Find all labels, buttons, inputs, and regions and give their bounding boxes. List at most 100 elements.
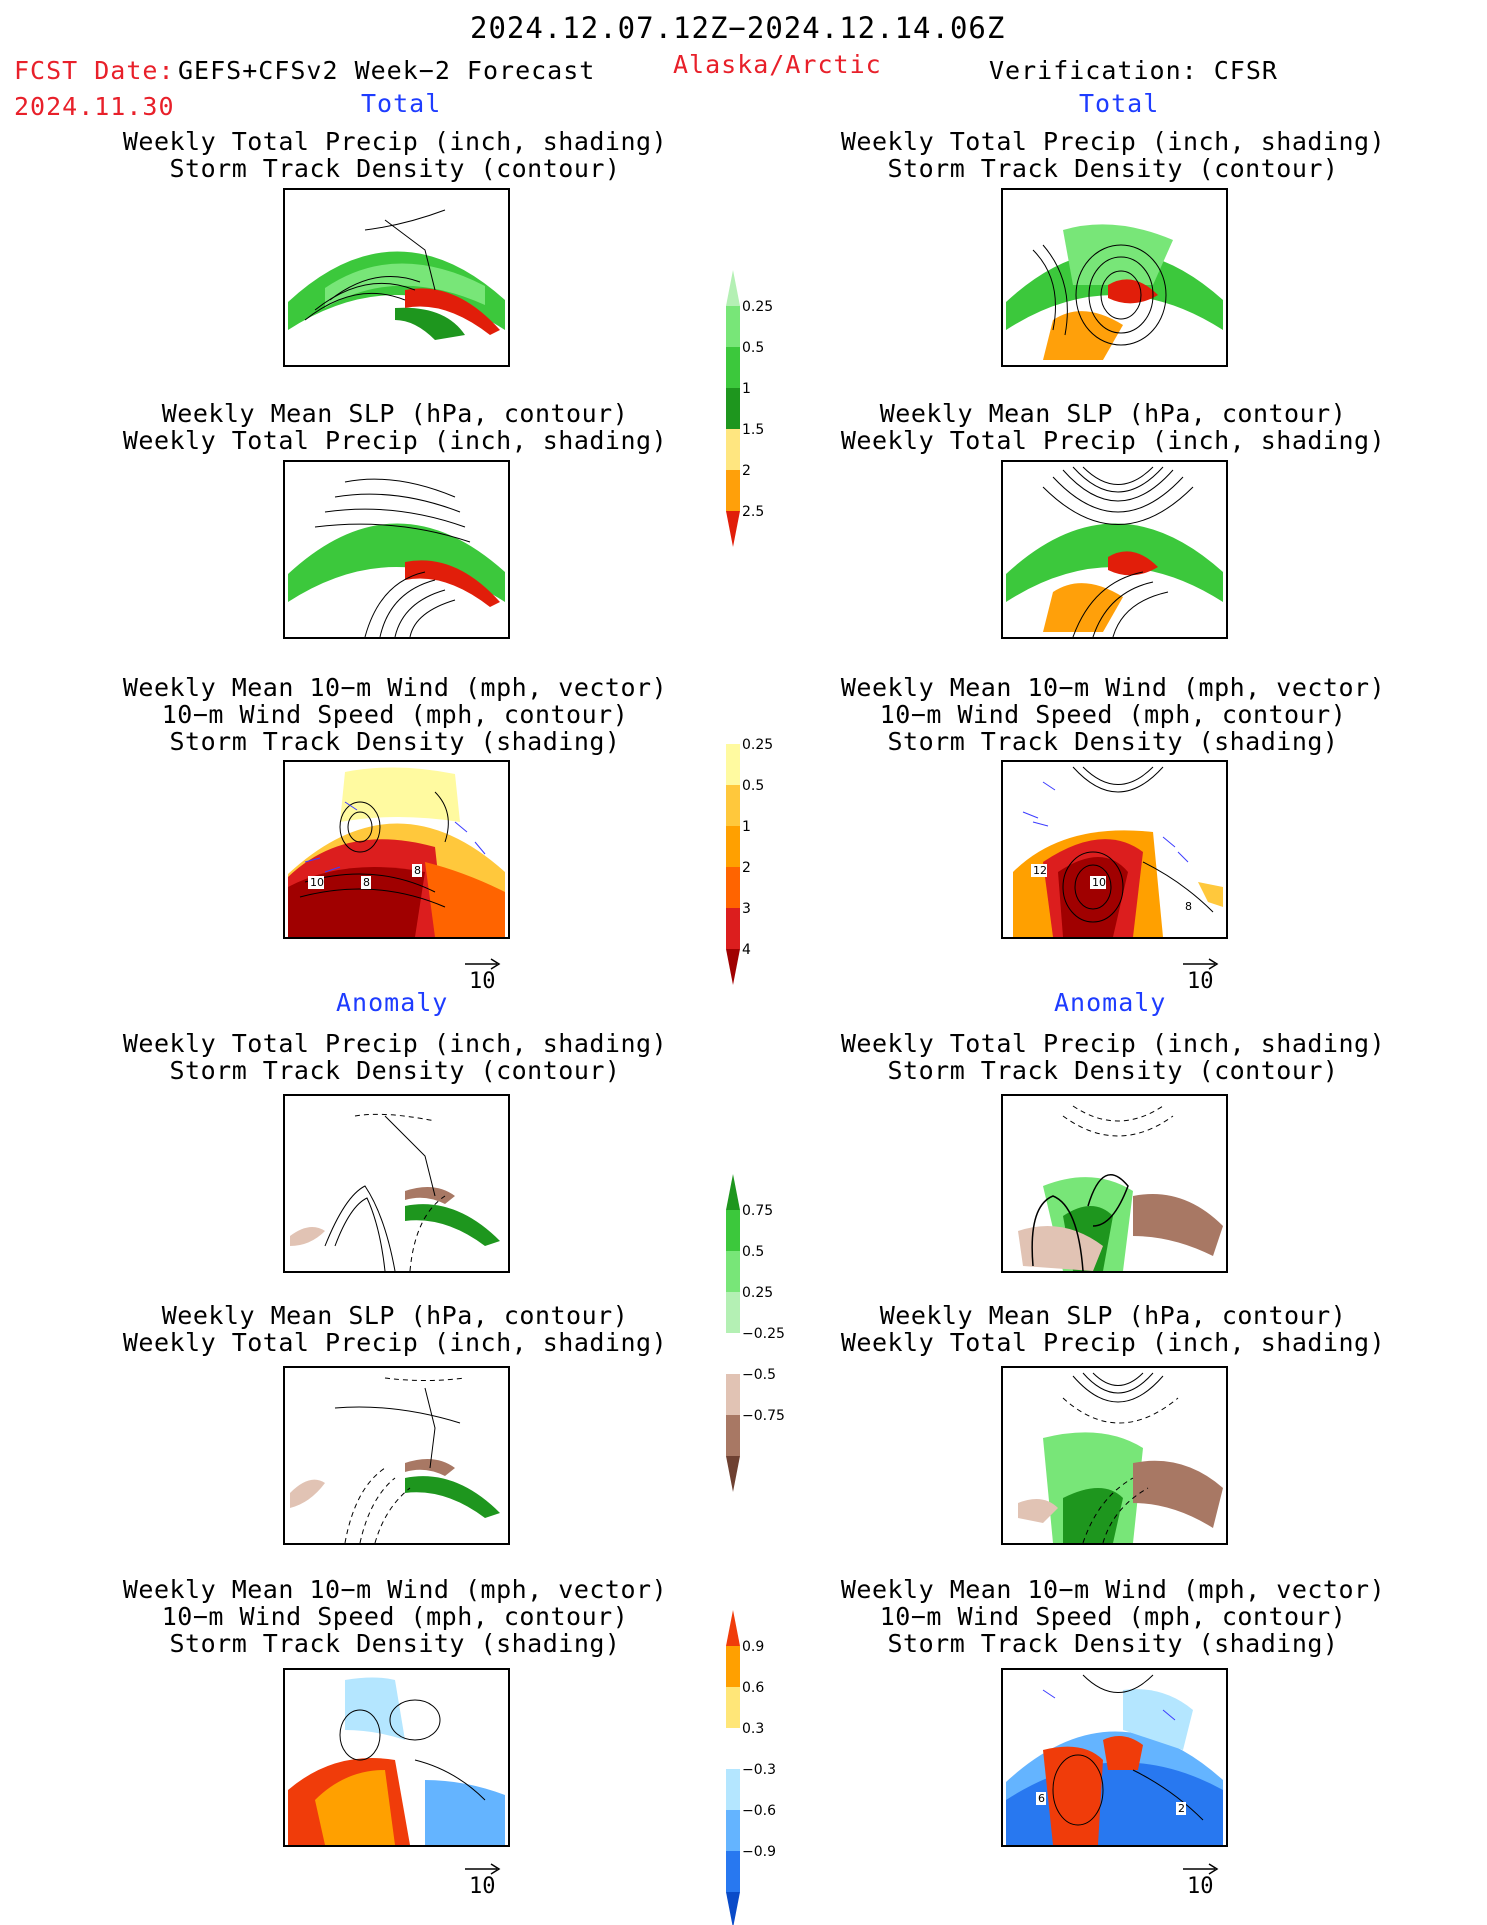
colorbar-tick-label: 0.5: [742, 778, 764, 794]
map-fcst-total-wind-track: 10 8 8: [283, 760, 510, 939]
caption-ver-anom-precip: Weekly Total Precip (inch, shading) Storm…: [813, 1030, 1413, 1084]
map-fcst-anom-precip-track-svg: [285, 1096, 508, 1271]
colorbar-wedge-bottom: [726, 511, 740, 547]
precip-anom-strong: [1063, 1488, 1123, 1543]
colorbar-wedge-top: [726, 1174, 740, 1210]
colorbar-box: [726, 1210, 740, 1251]
track-anom-positive: [1043, 1747, 1103, 1845]
model-label: GEFS+CFSv2 Week−2 Forecast: [178, 58, 595, 83]
map-fcst-total-wind-track-svg: 10 8 8: [285, 762, 508, 937]
colorbar-tick-label: 0.5: [742, 340, 764, 356]
reference-vector-fcst-total: 10: [465, 955, 501, 974]
precip-anom-positive: [405, 1476, 500, 1518]
colorbar-box: [726, 744, 740, 785]
map-fcst-anom-slp-precip-svg: [285, 1368, 508, 1543]
map-fcst-anom-wind-track-svg: [285, 1670, 508, 1845]
map-ver-anom-precip-track: [1001, 1094, 1228, 1273]
colorbar-box: [726, 1292, 740, 1333]
map-ver-total-precip-track-svg: [1003, 190, 1226, 365]
map-ver-total-wind-track: 12 10 8: [1001, 760, 1228, 939]
caption-fcst-total-slp: Weekly Mean SLP (hPa, contour) Weekly Tot…: [95, 400, 695, 454]
colorbar-wedge-bottom: [726, 949, 740, 985]
section-total-left: Total: [361, 91, 441, 116]
colorbar-box: [726, 306, 740, 347]
reference-vector-ver-anom: 10: [1183, 1860, 1219, 1879]
colorbar-tick-label: 0.5: [742, 1244, 764, 1260]
colorbar-total-track-density: 0.25 0.5 1 2 3 4: [726, 708, 786, 1002]
map-fcst-total-precip-track: [283, 188, 510, 367]
reference-vector-fcst-anom: 10: [465, 1860, 501, 1879]
region-label: Alaska/Arctic: [673, 52, 882, 77]
reference-vector-label: 10: [1187, 969, 1214, 994]
contour-label: 2: [1178, 1802, 1185, 1815]
reference-vector-label: 10: [469, 969, 496, 994]
colorbar-box: [726, 1646, 740, 1687]
colorbar-box: [726, 388, 740, 429]
caption-fcst-anom-slp: Weekly Mean SLP (hPa, contour) Weekly Tot…: [95, 1302, 695, 1356]
map-ver-anom-wind-track: 6 2: [1001, 1668, 1228, 1847]
contour-label: 8: [1185, 900, 1192, 913]
colorbar-tick-label: −0.5: [742, 1367, 776, 1383]
map-ver-anom-slp-precip: [1001, 1366, 1228, 1545]
caption-fcst-total-wind: Weekly Mean 10−m Wind (mph, vector) 10−m …: [95, 674, 695, 755]
precip-anom-positive: [405, 1204, 500, 1246]
colorbar-wedge-bottom: [726, 1456, 740, 1492]
colorbar-tick-label: 0.25: [742, 1285, 773, 1301]
fcst-date: 2024.11.30: [14, 94, 175, 119]
map-fcst-anom-slp-precip: [283, 1366, 510, 1545]
track-anom-negative: [345, 1678, 405, 1741]
contour-label: 8: [363, 876, 370, 889]
precip-anom-negative: [405, 1187, 455, 1204]
colorbar-tick-label: −0.75: [742, 1408, 785, 1424]
caption-fcst-anom-precip: Weekly Total Precip (inch, shading) Storm…: [95, 1030, 695, 1084]
colorbar-tick-label: 1: [742, 381, 751, 397]
colorbar-tick-label: 0.25: [742, 299, 773, 315]
colorbar-box: [726, 1728, 740, 1769]
period-title: 2024.12.07.12Z−2024.12.14.06Z: [470, 14, 1005, 43]
contour-label: 10: [1092, 876, 1106, 889]
slp-anom-contours: [1073, 1373, 1163, 1402]
fcst-date-label: FCST Date:: [14, 58, 175, 83]
map-fcst-total-slp-precip: [283, 460, 510, 639]
colorbar-tick-label: 4: [742, 942, 751, 958]
caption-ver-anom-wind: Weekly Mean 10−m Wind (mph, vector) 10−m …: [813, 1576, 1413, 1657]
contour-label: 8: [414, 864, 421, 877]
map-fcst-total-slp-precip-svg: [285, 462, 508, 637]
colorbar-tick-label: −0.6: [742, 1803, 776, 1819]
colorbar-box: [726, 867, 740, 908]
colorbar-wedge-bottom: [726, 1892, 740, 1925]
map-ver-total-wind-track-svg: 12 10 8: [1003, 762, 1226, 937]
reference-vector-label: 10: [469, 1874, 496, 1899]
map-ver-total-precip-track: [1001, 188, 1228, 367]
map-ver-total-slp-precip: [1001, 460, 1228, 639]
colorbar-tick-label: 0.6: [742, 1680, 764, 1696]
colorbar-tick-label: 0.9: [742, 1639, 764, 1655]
colorbar-box: [726, 826, 740, 867]
colorbar-tick-label: 0.25: [742, 737, 773, 753]
colorbar-tick-label: 3: [742, 901, 751, 917]
caption-ver-anom-slp: Weekly Mean SLP (hPa, contour) Weekly Tot…: [813, 1302, 1413, 1356]
colorbar-tick-label: 0.75: [742, 1203, 773, 1219]
precip-anom-negative: [1133, 1461, 1223, 1528]
colorbar-box: [726, 429, 740, 470]
map-fcst-anom-precip-track: [283, 1094, 510, 1273]
colorbar-box: [726, 785, 740, 826]
colorbar-box: [726, 1374, 740, 1415]
colorbar-tick-label: −0.25: [742, 1326, 785, 1342]
colorbar-box: [726, 1851, 740, 1892]
precip-anom-negative: [290, 1227, 325, 1246]
precip-anom-negative: [1133, 1194, 1223, 1256]
colorbar-anom-track-density: 0.9 0.6 0.3 −0.3 −0.6 −0.9: [726, 1610, 786, 1904]
contour-label: 6: [1038, 1792, 1045, 1805]
caption-ver-total-precip: Weekly Total Precip (inch, shading) Storm…: [813, 128, 1413, 182]
contour-label: 10: [310, 876, 324, 889]
colorbar-box: [726, 1687, 740, 1728]
reference-vector-label: 10: [1187, 1874, 1214, 1899]
colorbar-box: [726, 908, 740, 949]
map-fcst-total-precip-track-svg: [285, 190, 508, 365]
storm-track-anom-dashed: [1063, 1106, 1173, 1136]
colorbar-tick-label: 1.5: [742, 422, 764, 438]
map-ver-anom-precip-track-svg: [1003, 1096, 1226, 1271]
colorbar-box: [726, 1251, 740, 1292]
colorbar-tick-label: 2.5: [742, 504, 764, 520]
